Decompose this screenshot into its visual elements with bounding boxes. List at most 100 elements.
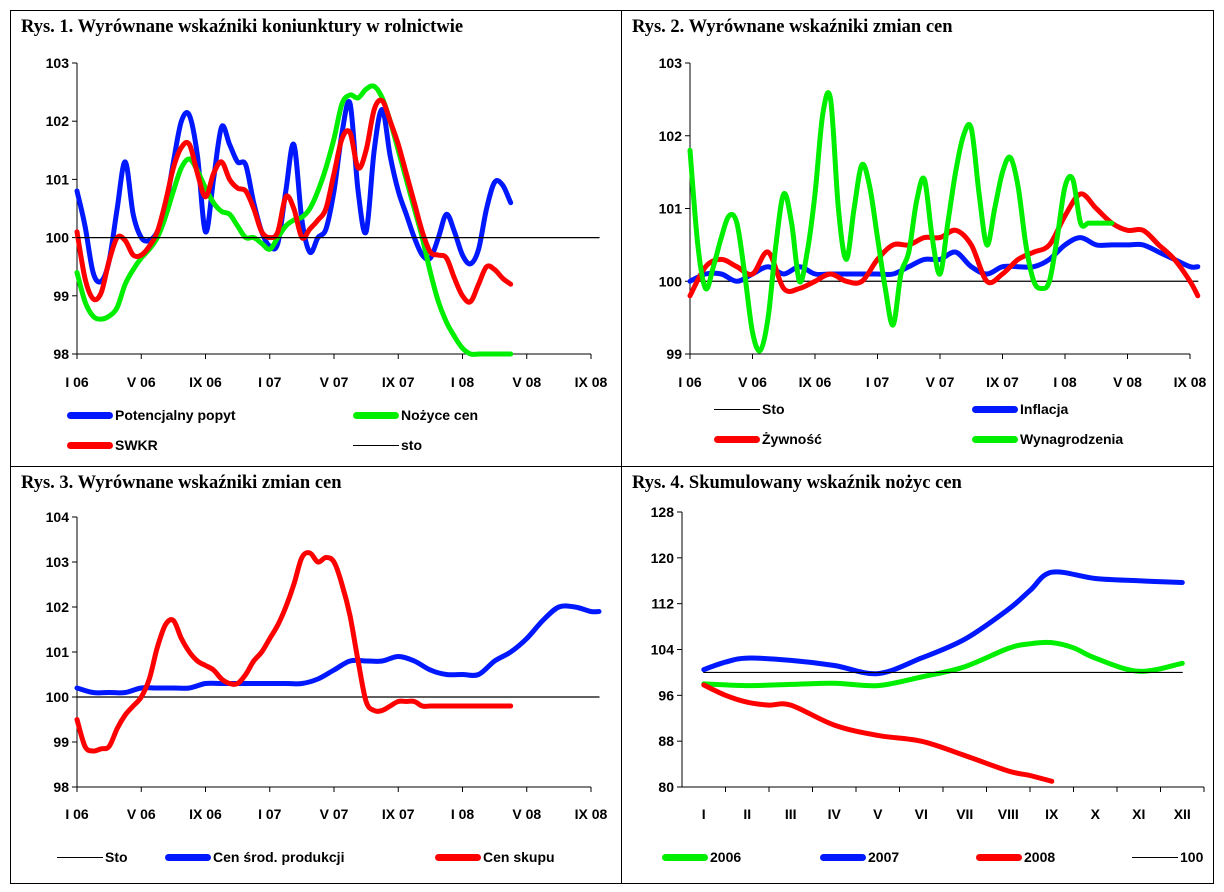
x-tick-label: IX 08 xyxy=(1174,374,1207,390)
legend-swatch xyxy=(353,444,399,446)
y-tick-label: 120 xyxy=(651,550,675,566)
y-tick-label: 96 xyxy=(658,687,674,703)
y-tick-label: 101 xyxy=(46,644,70,660)
legend-label: 100 xyxy=(1180,849,1204,865)
legend-swatch xyxy=(662,853,708,861)
line-chart-1: 98 99 100 101 102 103 I 06 V 06 IX 06 I 07 V 07 IX … xyxy=(46,55,608,390)
x-tick-label: IX 07 xyxy=(382,374,415,390)
y-tick-label: 101 xyxy=(46,171,70,187)
chart-title: Rys. 1. Wyrównane wskaźniki koniunktury … xyxy=(21,17,464,37)
legend-swatch xyxy=(435,853,481,861)
frame-divider-vertical xyxy=(621,10,622,884)
legend-item-2006: 2006 xyxy=(662,849,741,865)
legend-label: Potencjalny popyt xyxy=(115,407,236,423)
legend-label: 2007 xyxy=(868,849,900,865)
legend-label: Nożyce cen xyxy=(401,407,479,423)
x-tick-label: V 07 xyxy=(926,374,955,390)
x-tick-label: V 06 xyxy=(127,806,156,822)
y-tick-label: 104 xyxy=(46,509,70,525)
y-tick-label: 103 xyxy=(46,55,70,71)
y-tick-label: 99 xyxy=(53,734,69,750)
legend-item-inflacja: Inflacja xyxy=(972,401,1068,417)
y-tick-label: 103 xyxy=(46,554,70,570)
x-tick-label: IX 06 xyxy=(189,806,222,822)
series-line-2007 xyxy=(701,569,1185,677)
x-tick-label: I 06 xyxy=(678,374,702,390)
legend-item-nozyce-cen: Nożyce cen xyxy=(353,407,478,423)
x-tick-label: V 06 xyxy=(127,374,156,390)
legend-swatch xyxy=(353,411,399,419)
legend-swatch xyxy=(165,853,211,861)
chart-panel-2: Rys. 2. Wyrównane wskaźniki zmian cen 99… xyxy=(622,11,1213,466)
x-tick-label: I 06 xyxy=(65,374,89,390)
x-tick-label: XI xyxy=(1132,806,1145,822)
legend-swatch xyxy=(972,435,1018,443)
x-tick-label: I 07 xyxy=(258,374,282,390)
chart-title: Rys. 2. Wyrównane wskaźniki zmian cen xyxy=(632,17,953,37)
y-tick-label: 104 xyxy=(651,642,675,658)
legend-label: 2008 xyxy=(1024,849,1056,865)
legend-swatch xyxy=(714,435,760,443)
chart-title: Rys. 4. Skumulowany wskaźnik nożyc cen xyxy=(632,473,962,493)
legend-item-zywnosc: Żywność xyxy=(714,431,822,447)
legend-item-cen-skupu: Cen skupu xyxy=(435,849,555,865)
chart-title: Rys. 3. Wyrównane wskaźniki zmian cen xyxy=(21,473,342,493)
x-tick-label: I 08 xyxy=(1053,374,1077,390)
legend-item-swkr: SWKR xyxy=(67,437,158,453)
y-tick-label: 98 xyxy=(53,346,69,362)
frame-divider-horizontal xyxy=(10,466,1214,467)
x-tick-label: IV xyxy=(828,806,842,822)
x-tick-label: IX 07 xyxy=(986,374,1019,390)
y-tick-label: 100 xyxy=(659,273,683,289)
x-tick-label: I 07 xyxy=(866,374,890,390)
y-tick-label: 128 xyxy=(651,504,675,520)
x-tick-label: II xyxy=(743,806,751,822)
legend-item-sto: Sto xyxy=(714,401,785,417)
x-tick-label: IX 06 xyxy=(799,374,832,390)
series-line-cen-skupu xyxy=(74,550,514,754)
x-tick-label: V 07 xyxy=(320,374,349,390)
x-tick-label: IX 06 xyxy=(189,374,222,390)
legend-label: Cen środ. produkcji xyxy=(213,849,345,865)
series-line-2008 xyxy=(701,682,1055,784)
x-tick-label: IX xyxy=(1045,806,1059,822)
x-tick-label: XII xyxy=(1174,806,1191,822)
line-chart-3: 98 99 100 101 102 103 104 I 06 V 06 IX 06 I 07 V 07… xyxy=(46,509,608,822)
legend-label: Wynagrodzenia xyxy=(1020,431,1124,447)
y-tick-label: 102 xyxy=(46,599,70,615)
legend-label: Sto xyxy=(762,401,785,417)
x-tick-label: X xyxy=(1091,806,1101,822)
y-tick-label: 88 xyxy=(658,733,674,749)
legend-swatch xyxy=(714,408,760,410)
y-tick-label: 99 xyxy=(666,346,682,362)
legend-swatch xyxy=(67,411,113,419)
x-tick-label: I 08 xyxy=(451,374,475,390)
legend-label: SWKR xyxy=(115,437,158,453)
x-tick-label: V xyxy=(873,806,883,822)
y-tick-label: 101 xyxy=(659,201,683,217)
y-tick-label: 112 xyxy=(651,596,674,612)
x-tick-label: VIII xyxy=(998,806,1019,822)
x-tick-label: V 06 xyxy=(738,374,767,390)
legend-item-sto: sto xyxy=(353,437,422,453)
x-tick-label: I xyxy=(702,806,706,822)
x-tick-label: VII xyxy=(956,806,973,822)
legend-label: Sto xyxy=(105,849,128,865)
line-chart-2: 99 100 101 102 103 I 06 V 06 IX 06 I 07 V 07 IX 07… xyxy=(659,55,1207,390)
legend-item-100: 100 xyxy=(1132,849,1203,865)
legend-item-potencjalny-popyt: Potencjalny popyt xyxy=(67,407,236,423)
y-tick-label: 99 xyxy=(53,288,69,304)
y-tick-label: 98 xyxy=(53,779,69,795)
chart-panel-3: Rys. 3. Wyrównane wskaźniki zmian cen 98… xyxy=(11,467,621,883)
series-line-swkr xyxy=(74,97,514,305)
legend-item-sto: Sto xyxy=(57,849,128,865)
legend-label: sto xyxy=(401,437,422,453)
chart-panel-4: Rys. 4. Skumulowany wskaźnik nożyc cen 8… xyxy=(622,467,1213,883)
legend-item-2008: 2008 xyxy=(976,849,1055,865)
y-tick-label: 102 xyxy=(46,113,70,129)
x-tick-label: V 08 xyxy=(1113,374,1142,390)
series-line-wynagrodzenia xyxy=(687,90,1115,354)
x-tick-label: IX 08 xyxy=(575,806,608,822)
x-tick-label: V 08 xyxy=(512,374,541,390)
